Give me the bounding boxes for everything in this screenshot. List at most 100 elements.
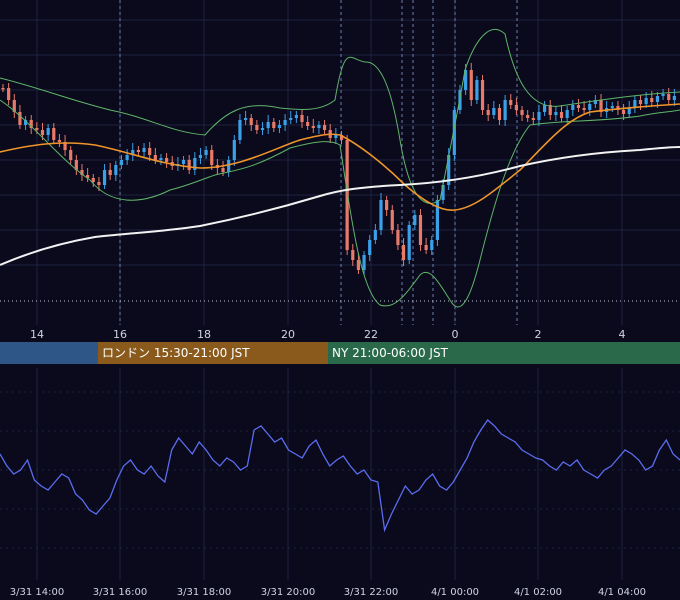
candle-body	[7, 88, 11, 100]
candle-body	[475, 80, 479, 100]
candle-body	[621, 110, 626, 114]
candle-body	[57, 140, 62, 142]
candle-body	[35, 128, 39, 130]
candle-body	[644, 98, 648, 104]
price-chart-panel[interactable]	[0, 0, 680, 325]
candle-body	[610, 106, 614, 108]
candle-body	[91, 178, 95, 182]
candle-body	[289, 118, 293, 120]
candle-body	[435, 200, 440, 240]
price-axis-tick-label: 14	[30, 328, 44, 341]
time-axis-tick-label: 4/1 02:00	[514, 587, 562, 598]
moving-average-long	[0, 146, 680, 266]
candle-body	[497, 108, 502, 120]
candle-body	[131, 150, 135, 155]
time-axis-tick-label: 3/31 20:00	[261, 587, 315, 598]
price-time-axis-svg: 14 16 18 20 22 0 2 4	[30, 328, 626, 341]
candle-body	[142, 148, 146, 152]
candle-body	[334, 135, 338, 138]
candle-body	[576, 105, 581, 108]
candle-body	[351, 250, 355, 260]
session-london: ロンドン 15:30-21:00 JST	[98, 342, 328, 364]
candle-body	[486, 110, 490, 115]
candle-body	[447, 155, 451, 185]
candle-body	[396, 230, 400, 245]
candle-body	[238, 120, 242, 140]
candle-body	[108, 170, 112, 175]
candle-body	[260, 128, 265, 130]
candle-body	[520, 110, 524, 115]
candle-body	[430, 240, 434, 250]
candle-body	[52, 128, 56, 140]
candle-body	[311, 126, 315, 128]
candle-body	[136, 150, 140, 152]
panel-separator	[0, 364, 680, 368]
candle-body	[198, 155, 203, 158]
candle-body	[413, 215, 417, 225]
oscillator-panel[interactable]	[0, 368, 680, 580]
time-axis-tick-label: 4/1 00:00	[431, 587, 479, 598]
candle-body	[317, 125, 321, 128]
session-bar: ロンドン 15:30-21:00 JST NY 21:00-06:00 JST	[0, 342, 680, 364]
candle-body	[514, 105, 518, 110]
candle-body	[23, 120, 28, 125]
candle-body	[148, 148, 152, 155]
candle-body	[548, 105, 552, 115]
candle-body	[362, 255, 366, 270]
candle-body	[181, 160, 186, 164]
time-axis-tick-label: 3/31 14:00	[10, 587, 64, 598]
time-axis-svg: 3/31 14:00 3/31 16:00 3/31 18:00 3/31 20:00…	[10, 587, 646, 598]
candle-body	[74, 160, 78, 170]
candle-body	[452, 110, 456, 155]
time-axis-tick-label: 3/31 18:00	[177, 587, 231, 598]
price-axis-tick-label: 4	[619, 328, 626, 341]
candle-body	[283, 120, 287, 125]
candle-body	[114, 165, 118, 175]
candle-body	[650, 98, 654, 102]
oscillator-chart[interactable]	[0, 368, 680, 580]
price-axis-tick-label: 2	[535, 328, 542, 341]
candle-body	[588, 104, 592, 110]
candle-body	[300, 115, 304, 122]
candle-body	[531, 118, 535, 120]
candle-body	[119, 160, 124, 165]
candle-body	[40, 130, 45, 135]
candle-body	[661, 94, 665, 96]
candle-body	[322, 125, 327, 130]
candle-body	[655, 96, 660, 102]
candle-body	[159, 158, 163, 160]
candle-body	[153, 155, 157, 160]
candle-body	[480, 80, 485, 110]
candle-body	[559, 112, 564, 118]
candle-body	[243, 118, 248, 120]
candle-body	[543, 105, 547, 112]
price-axis-tick-label: 20	[281, 328, 295, 341]
candle-body	[633, 100, 637, 108]
candle-body	[599, 100, 603, 112]
candle-body	[385, 200, 389, 210]
time-axis-tick-label: 3/31 16:00	[93, 587, 147, 598]
price-axis-tick-label: 18	[197, 328, 211, 341]
moving-average-short	[0, 103, 680, 211]
price-chart[interactable]	[0, 0, 680, 325]
candle-body	[29, 120, 33, 128]
candle-body	[593, 100, 597, 104]
candle-body	[441, 185, 445, 200]
candle-body	[638, 100, 643, 104]
candle-body	[232, 140, 236, 160]
candle-body	[616, 106, 620, 110]
candle-body	[526, 115, 530, 118]
oscillator-line	[0, 419, 680, 533]
candle-body	[63, 142, 67, 150]
session-asia	[0, 342, 98, 364]
candle-body	[464, 70, 468, 90]
candle-body	[492, 108, 496, 115]
bollinger-upper-band	[0, 28, 680, 204]
time-axis-tick-label: 4/1 04:00	[598, 587, 646, 598]
price-time-axis: 14 16 18 20 22 0 2 4	[0, 325, 680, 342]
candle-body	[1, 88, 5, 90]
candle-body	[193, 158, 197, 170]
candle-body	[272, 122, 276, 128]
time-axis: 3/31 14:00 3/31 16:00 3/31 18:00 3/31 20:00…	[0, 580, 680, 600]
candle-body	[469, 70, 473, 100]
